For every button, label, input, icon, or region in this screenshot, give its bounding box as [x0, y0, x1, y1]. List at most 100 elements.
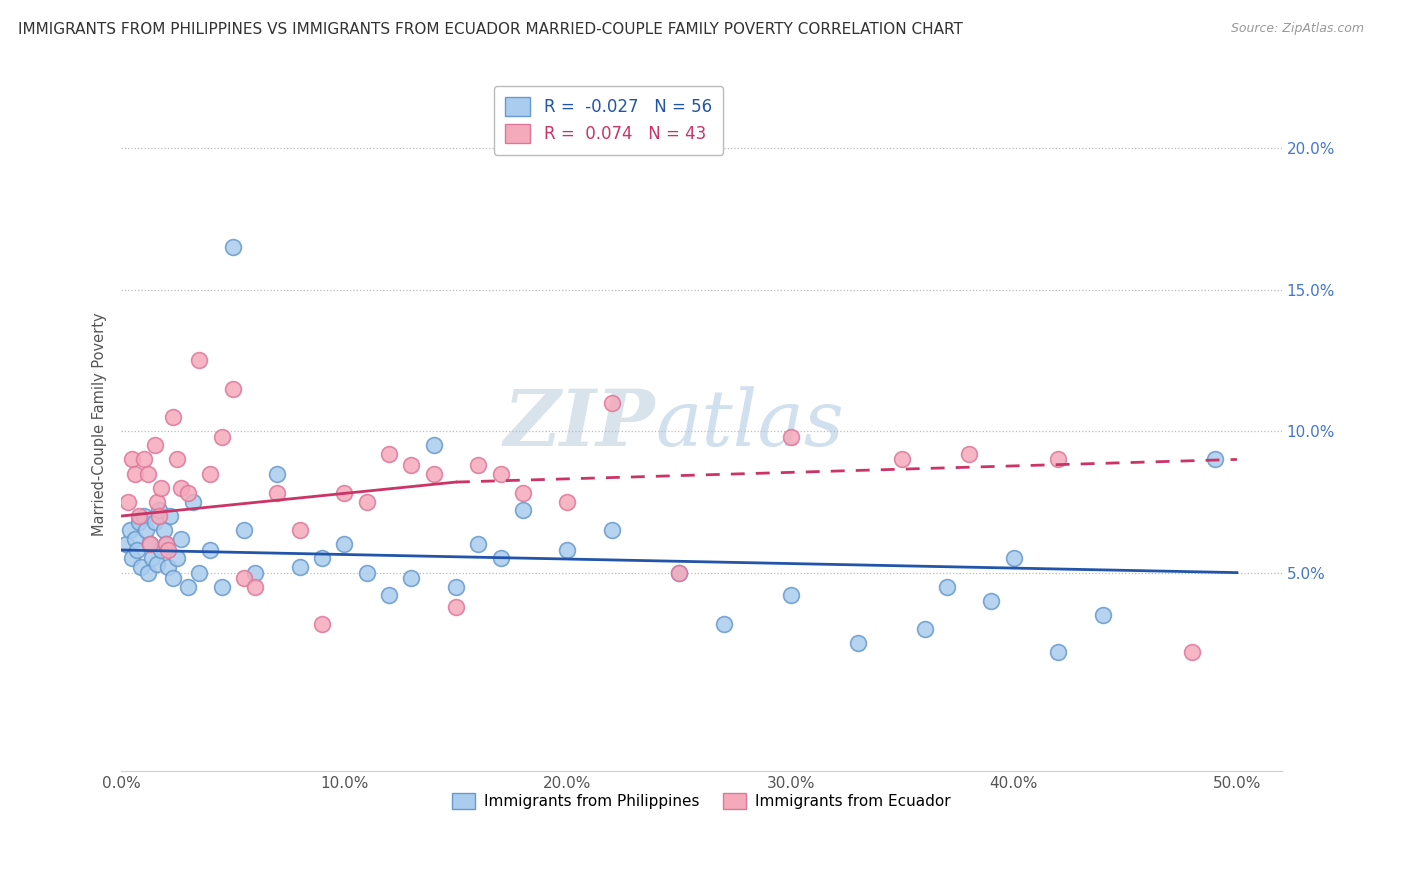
Text: atlas: atlas: [655, 386, 844, 462]
Point: [139, 537, 162, 551]
Point: [557, 495, 579, 509]
Point: [668, 566, 690, 580]
Point: [148, 503, 170, 517]
Point: [150, 543, 173, 558]
Point: [132, 452, 155, 467]
Point: [489, 551, 512, 566]
Point: [1204, 452, 1226, 467]
Point: [162, 571, 184, 585]
Point: [467, 537, 489, 551]
Point: [200, 467, 222, 481]
Point: [177, 486, 200, 500]
Point: [233, 523, 256, 537]
Point: [1002, 551, 1025, 566]
Point: [211, 580, 233, 594]
Point: [957, 447, 980, 461]
Point: [139, 537, 162, 551]
Point: [177, 580, 200, 594]
Point: [143, 515, 166, 529]
Point: [166, 452, 188, 467]
Point: [170, 481, 193, 495]
Point: [1047, 645, 1070, 659]
Point: [668, 566, 690, 580]
Text: IMMIGRANTS FROM PHILIPPINES VS IMMIGRANTS FROM ECUADOR MARRIED-COUPLE FAMILY POV: IMMIGRANTS FROM PHILIPPINES VS IMMIGRANT…: [18, 22, 963, 37]
Point: [117, 495, 139, 509]
Point: [121, 452, 143, 467]
Point: [401, 571, 423, 585]
Point: [1047, 452, 1070, 467]
Point: [157, 560, 180, 574]
Point: [159, 509, 181, 524]
Point: [181, 495, 204, 509]
Point: [713, 616, 735, 631]
Point: [148, 509, 170, 524]
Point: [121, 551, 143, 566]
Point: [311, 616, 333, 631]
Point: [846, 636, 869, 650]
Point: [143, 438, 166, 452]
Point: [356, 495, 378, 509]
Point: [170, 532, 193, 546]
Point: [120, 523, 142, 537]
Point: [1181, 645, 1204, 659]
Point: [188, 353, 211, 368]
Point: [243, 580, 266, 594]
Point: [222, 240, 245, 254]
Point: [155, 537, 177, 551]
Point: [129, 560, 152, 574]
Point: [980, 594, 1002, 608]
Point: [378, 447, 401, 461]
Point: [146, 495, 169, 509]
Text: Source: ZipAtlas.com: Source: ZipAtlas.com: [1230, 22, 1364, 36]
Point: [124, 532, 146, 546]
Point: [128, 509, 150, 524]
Point: [288, 523, 311, 537]
Point: [136, 467, 159, 481]
Point: [162, 409, 184, 424]
Point: [600, 523, 623, 537]
Point: [1092, 608, 1115, 623]
Point: [288, 560, 311, 574]
Point: [378, 588, 401, 602]
Point: [557, 543, 579, 558]
Point: [779, 430, 801, 444]
Point: [200, 543, 222, 558]
Text: ZIP: ZIP: [503, 386, 655, 462]
Point: [489, 467, 512, 481]
Point: [128, 515, 150, 529]
Point: [333, 537, 356, 551]
Point: [935, 580, 957, 594]
Point: [356, 566, 378, 580]
Point: [150, 481, 173, 495]
Point: [600, 396, 623, 410]
Point: [125, 543, 148, 558]
Y-axis label: Married-Couple Family Poverty: Married-Couple Family Poverty: [93, 312, 107, 536]
Point: [146, 557, 169, 571]
Legend: Immigrants from Philippines, Immigrants from Ecuador: Immigrants from Philippines, Immigrants …: [446, 787, 956, 815]
Point: [266, 467, 288, 481]
Point: [135, 523, 157, 537]
Point: [467, 458, 489, 472]
Point: [512, 503, 534, 517]
Point: [444, 580, 467, 594]
Point: [152, 523, 174, 537]
Point: [243, 566, 266, 580]
Point: [266, 486, 288, 500]
Point: [333, 486, 356, 500]
Point: [914, 622, 936, 636]
Point: [512, 486, 534, 500]
Point: [124, 467, 146, 481]
Point: [233, 571, 256, 585]
Point: [114, 537, 136, 551]
Point: [188, 566, 211, 580]
Point: [891, 452, 914, 467]
Point: [211, 430, 233, 444]
Point: [401, 458, 423, 472]
Point: [132, 509, 155, 524]
Point: [136, 566, 159, 580]
Point: [311, 551, 333, 566]
Point: [166, 551, 188, 566]
Point: [157, 543, 180, 558]
Point: [222, 382, 245, 396]
Point: [422, 438, 444, 452]
